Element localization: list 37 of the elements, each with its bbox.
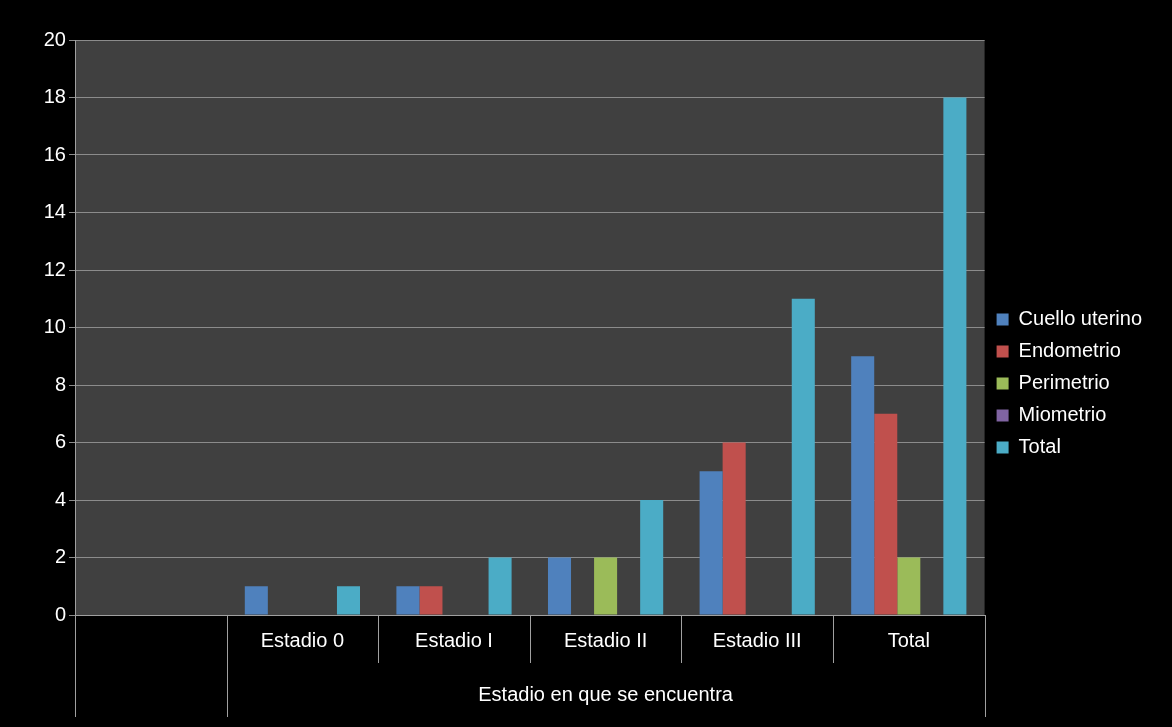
legend-label: Cuello uterino bbox=[1018, 307, 1143, 330]
bar bbox=[244, 586, 268, 615]
y-tick-label: 2 bbox=[54, 545, 66, 568]
bar bbox=[336, 586, 361, 615]
y-tick-label: 6 bbox=[54, 430, 66, 453]
legend-label: Perimetrio bbox=[1018, 371, 1110, 394]
bar bbox=[874, 413, 898, 615]
x-tick-label: Estadio II bbox=[563, 628, 648, 651]
bar bbox=[419, 586, 443, 615]
bar bbox=[791, 298, 815, 615]
bar bbox=[547, 557, 572, 615]
bar bbox=[722, 442, 746, 615]
y-tick-label: 4 bbox=[54, 487, 66, 510]
bar bbox=[851, 356, 875, 615]
x-tick-label: Estadio I bbox=[415, 628, 493, 651]
y-tick-label: 8 bbox=[54, 372, 66, 395]
bar bbox=[640, 500, 664, 615]
bar bbox=[943, 97, 967, 615]
y-tick-label: 14 bbox=[43, 200, 66, 223]
x-tick-label: Total bbox=[887, 628, 930, 651]
legend-label: Miometrio bbox=[1018, 403, 1107, 426]
legend-label: Endometrio bbox=[1018, 339, 1121, 362]
y-tick-label: 18 bbox=[43, 85, 66, 108]
bar bbox=[897, 557, 921, 615]
y-tick-label: 16 bbox=[43, 142, 66, 165]
y-tick-label: 12 bbox=[43, 257, 66, 280]
bar bbox=[699, 471, 723, 615]
bar bbox=[594, 557, 618, 615]
y-tick-label: 0 bbox=[54, 602, 66, 625]
x-axis-title: Estadio en que se encuentra bbox=[478, 682, 734, 705]
legend-label: Total bbox=[1018, 435, 1061, 458]
x-tick-label: Estadio 0 bbox=[260, 628, 345, 651]
y-tick-label: 20 bbox=[43, 27, 66, 50]
bar bbox=[396, 586, 420, 615]
y-tick-label: 10 bbox=[43, 315, 66, 338]
bar bbox=[488, 557, 512, 615]
x-tick-label: Estadio III bbox=[712, 628, 802, 651]
